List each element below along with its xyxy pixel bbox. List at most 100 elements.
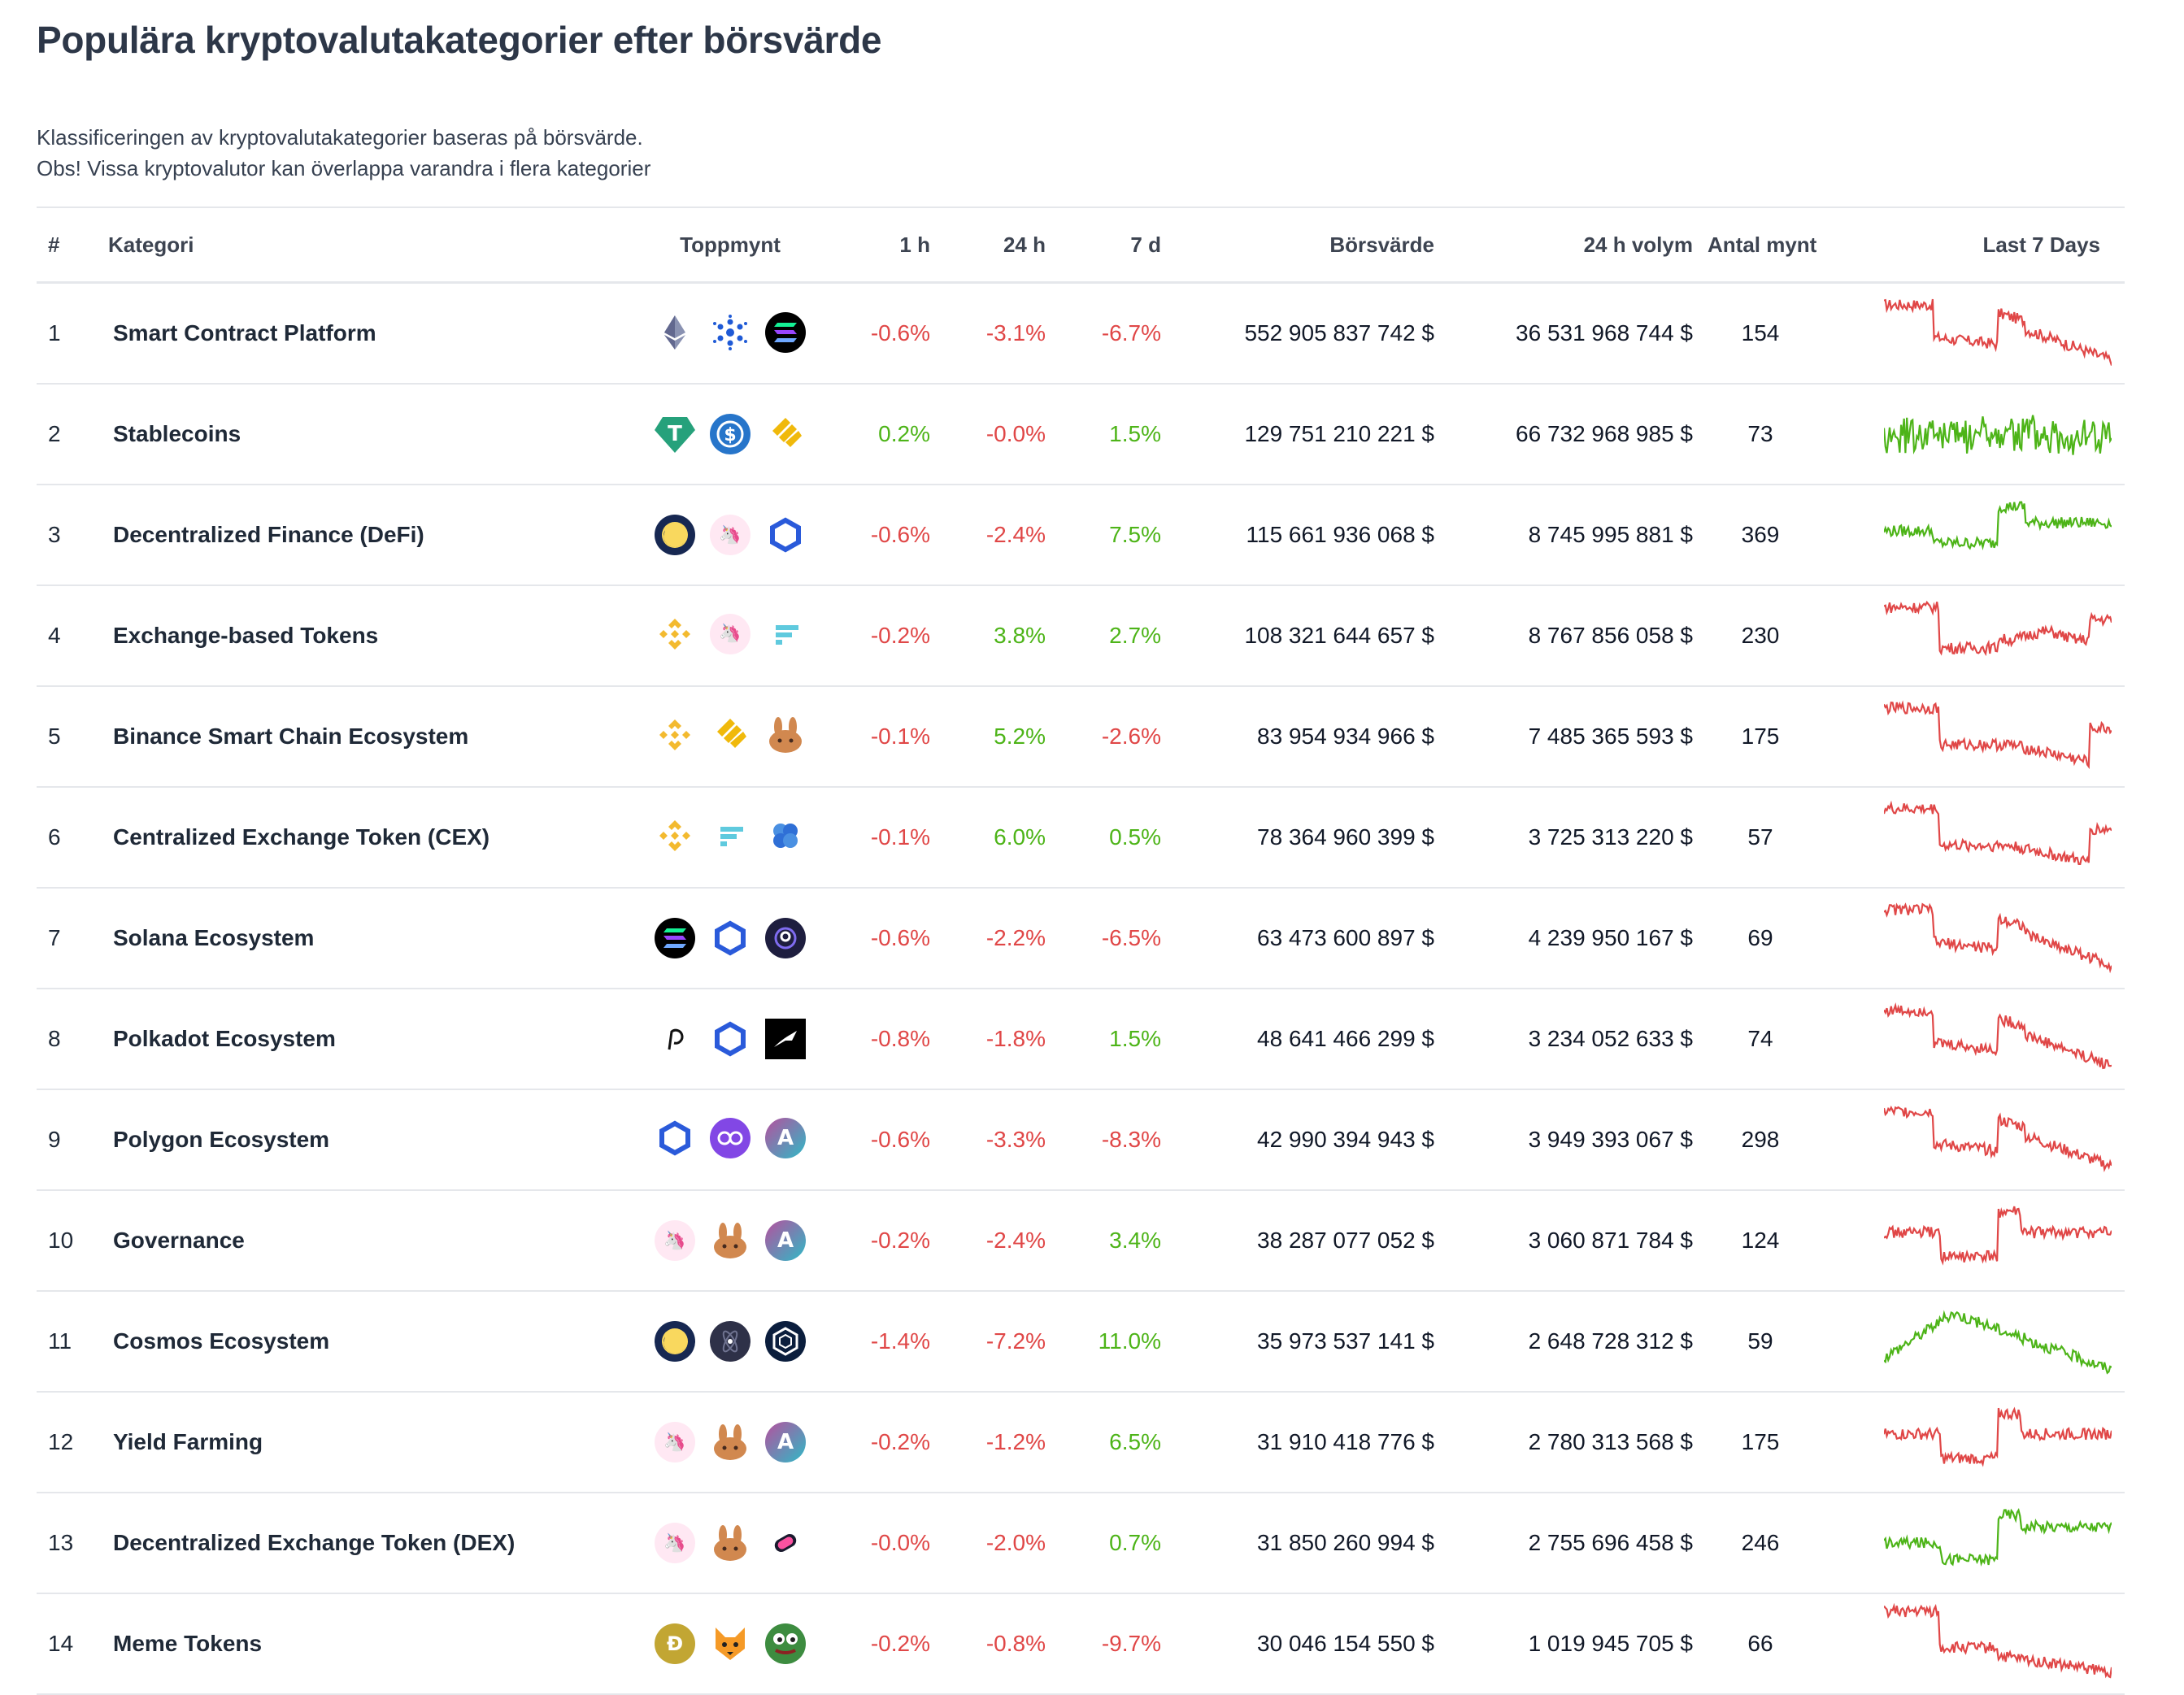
pancakeswap-icon[interactable]	[710, 1422, 750, 1462]
row-rank: 13	[37, 1493, 108, 1594]
row-category-cell: Yield Farming	[108, 1392, 645, 1493]
aave-icon[interactable]: A	[765, 1118, 806, 1158]
binance-usd-icon[interactable]	[710, 714, 750, 755]
table-row[interactable]: 12 Yield Farming 🦄 A -0.2% -1.2% 6.5% 31 …	[37, 1392, 2125, 1493]
header-7d[interactable]: 7 d	[1065, 207, 1181, 284]
coin-count: 73	[1708, 384, 1813, 485]
chainlink-icon[interactable]	[710, 918, 750, 958]
category-link[interactable]: Polygon Ecosystem	[113, 1127, 330, 1152]
pancakeswap-icon[interactable]	[710, 1220, 750, 1261]
volume-24h: 2 648 728 312 $	[1449, 1291, 1708, 1393]
change-24h: -0.0%	[950, 384, 1065, 485]
category-link[interactable]: Binance Smart Chain Ecosystem	[113, 724, 469, 749]
category-link[interactable]: Meme Tokens	[113, 1631, 263, 1656]
categories-table: # Kategori Toppmynt 1 h 24 h 7 d Börsvär…	[37, 206, 2125, 1695]
svg-text:$: $	[724, 425, 736, 445]
pepe-icon[interactable]	[765, 1623, 806, 1664]
chainlink-icon[interactable]	[655, 1118, 695, 1158]
category-link[interactable]: Governance	[113, 1228, 245, 1253]
cronos-icon[interactable]	[765, 1321, 806, 1362]
change-7d: 0.5%	[1065, 787, 1181, 889]
usdc-icon[interactable]: $	[710, 414, 750, 454]
row-category-cell: Smart Contract Platform	[108, 282, 645, 385]
header-market-cap[interactable]: Börsvärde	[1181, 207, 1449, 284]
category-link[interactable]: Yield Farming	[113, 1429, 263, 1454]
dogecoin-icon[interactable]: Ð	[655, 1623, 695, 1664]
pancakeswap-icon[interactable]	[710, 1523, 750, 1563]
shiba-icon[interactable]	[710, 1623, 750, 1664]
coin-count: 175	[1708, 686, 1813, 788]
category-link[interactable]: Exchange-based Tokens	[113, 623, 379, 648]
category-link[interactable]: Solana Ecosystem	[113, 925, 315, 950]
category-link[interactable]: Decentralized Exchange Token (DEX)	[113, 1530, 516, 1555]
uniswap-icon[interactable]: 🦄	[655, 1523, 695, 1563]
chainlink-icon[interactable]	[710, 1019, 750, 1059]
change-24h: -1.8%	[950, 989, 1065, 1090]
category-link[interactable]: Centralized Exchange Token (CEX)	[113, 824, 490, 850]
uniswap-icon[interactable]: 🦄	[655, 1220, 695, 1261]
header-1h[interactable]: 1 h	[816, 207, 950, 284]
table-row[interactable]: 3 Decentralized Finance (DeFi) 🦄 -0.6% -…	[37, 485, 2125, 586]
header-rank[interactable]: #	[37, 207, 108, 284]
table-row[interactable]: 7 Solana Ecosystem -0.6% -2.2% -6.5% 63 …	[37, 888, 2125, 989]
terra-icon[interactable]	[655, 515, 695, 555]
polkadot-icon[interactable]	[655, 1019, 695, 1059]
polygon-icon[interactable]	[710, 1118, 750, 1158]
ftx-token-icon[interactable]	[710, 815, 750, 856]
binance-usd-icon[interactable]	[765, 414, 806, 454]
crypto-com-icon[interactable]	[765, 815, 806, 856]
change-24h: -0.8%	[950, 1593, 1065, 1695]
row-rank: 11	[37, 1291, 108, 1393]
uniswap-icon[interactable]: 🦄	[710, 613, 750, 654]
table-row[interactable]: 4 Exchange-based Tokens 🦄 -0.2% 3.8% 2.7…	[37, 585, 2125, 687]
coin-count: 59	[1708, 1291, 1813, 1393]
category-link[interactable]: Smart Contract Platform	[113, 320, 376, 346]
table-row[interactable]: 13 Decentralized Exchange Token (DEX) 🦄 …	[37, 1493, 2125, 1594]
table-row[interactable]: 2 Stablecoins T $ 0.2% -0.0% 1.5% 129 751…	[37, 384, 2125, 485]
uniswap-icon[interactable]: 🦄	[655, 1422, 695, 1462]
kusama-icon[interactable]	[765, 1019, 806, 1059]
uniswap-icon[interactable]: 🦄	[710, 515, 750, 555]
cardano-icon[interactable]	[710, 311, 750, 353]
category-link[interactable]: Polkadot Ecosystem	[113, 1026, 336, 1051]
category-link[interactable]: Cosmos Ecosystem	[113, 1328, 330, 1354]
solana-icon[interactable]	[655, 918, 695, 958]
header-coin-count[interactable]: Antal mynt	[1708, 207, 1816, 284]
table-row[interactable]: 9 Polygon Ecosystem A -0.6% -3.3% -8.3% …	[37, 1089, 2125, 1191]
header-category[interactable]: Kategori	[108, 207, 645, 284]
category-link[interactable]: Stablecoins	[113, 421, 241, 446]
chainlink-icon[interactable]	[765, 515, 806, 555]
row-category-cell: Polkadot Ecosystem	[108, 989, 645, 1090]
table-row[interactable]: 1 Smart Contract Platform -0.6% -3.1% -6…	[37, 282, 2125, 385]
header-volume[interactable]: 24 h volym	[1449, 207, 1708, 284]
eth-icon[interactable]	[655, 311, 695, 353]
table-row[interactable]: 11 Cosmos Ecosystem -1.4% -7.2% 11.0% 35…	[37, 1291, 2125, 1393]
ftx-token-icon[interactable]	[765, 613, 806, 654]
change-7d: -6.7%	[1065, 282, 1181, 385]
header-24h[interactable]: 24 h	[950, 207, 1065, 284]
bnb-icon[interactable]	[655, 714, 695, 755]
solana-icon[interactable]	[765, 311, 806, 353]
change-1h: -0.6%	[816, 888, 950, 989]
market-cap: 129 751 210 221 $	[1181, 384, 1449, 485]
table-row[interactable]: 14 Meme Tokens Ð -0.2% -0.8% -9.7% 30 04…	[37, 1593, 2125, 1695]
bnb-icon[interactable]	[655, 815, 695, 856]
aave-icon[interactable]: A	[765, 1422, 806, 1462]
table-row[interactable]: 5 Binance Smart Chain Ecosystem -0.1% 5.…	[37, 686, 2125, 788]
bnb-icon[interactable]	[655, 613, 695, 654]
sushi-icon[interactable]	[765, 1523, 806, 1563]
market-cap: 38 287 077 052 $	[1181, 1190, 1449, 1292]
table-row[interactable]: 6 Centralized Exchange Token (CEX) -0.1%…	[37, 787, 2125, 889]
terra-icon[interactable]	[655, 1321, 695, 1362]
table-row[interactable]: 10 Governance 🦄 A -0.2% -2.4% 3.4% 38 287…	[37, 1190, 2125, 1292]
row-rank: 7	[37, 888, 108, 989]
serum-icon[interactable]	[765, 918, 806, 958]
table-row[interactable]: 8 Polkadot Ecosystem -0.8% -1.8% 1.5% 48…	[37, 989, 2125, 1090]
pancakeswap-icon[interactable]	[765, 714, 806, 755]
category-link[interactable]: Decentralized Finance (DeFi)	[113, 522, 424, 547]
tether-icon[interactable]: T	[655, 417, 695, 453]
aave-icon[interactable]: A	[765, 1220, 806, 1261]
description-line-2: Obs! Vissa kryptovalutor kan överlappa v…	[37, 156, 651, 180]
cosmos-icon[interactable]	[710, 1321, 750, 1362]
coin-count: 66	[1708, 1593, 1813, 1695]
